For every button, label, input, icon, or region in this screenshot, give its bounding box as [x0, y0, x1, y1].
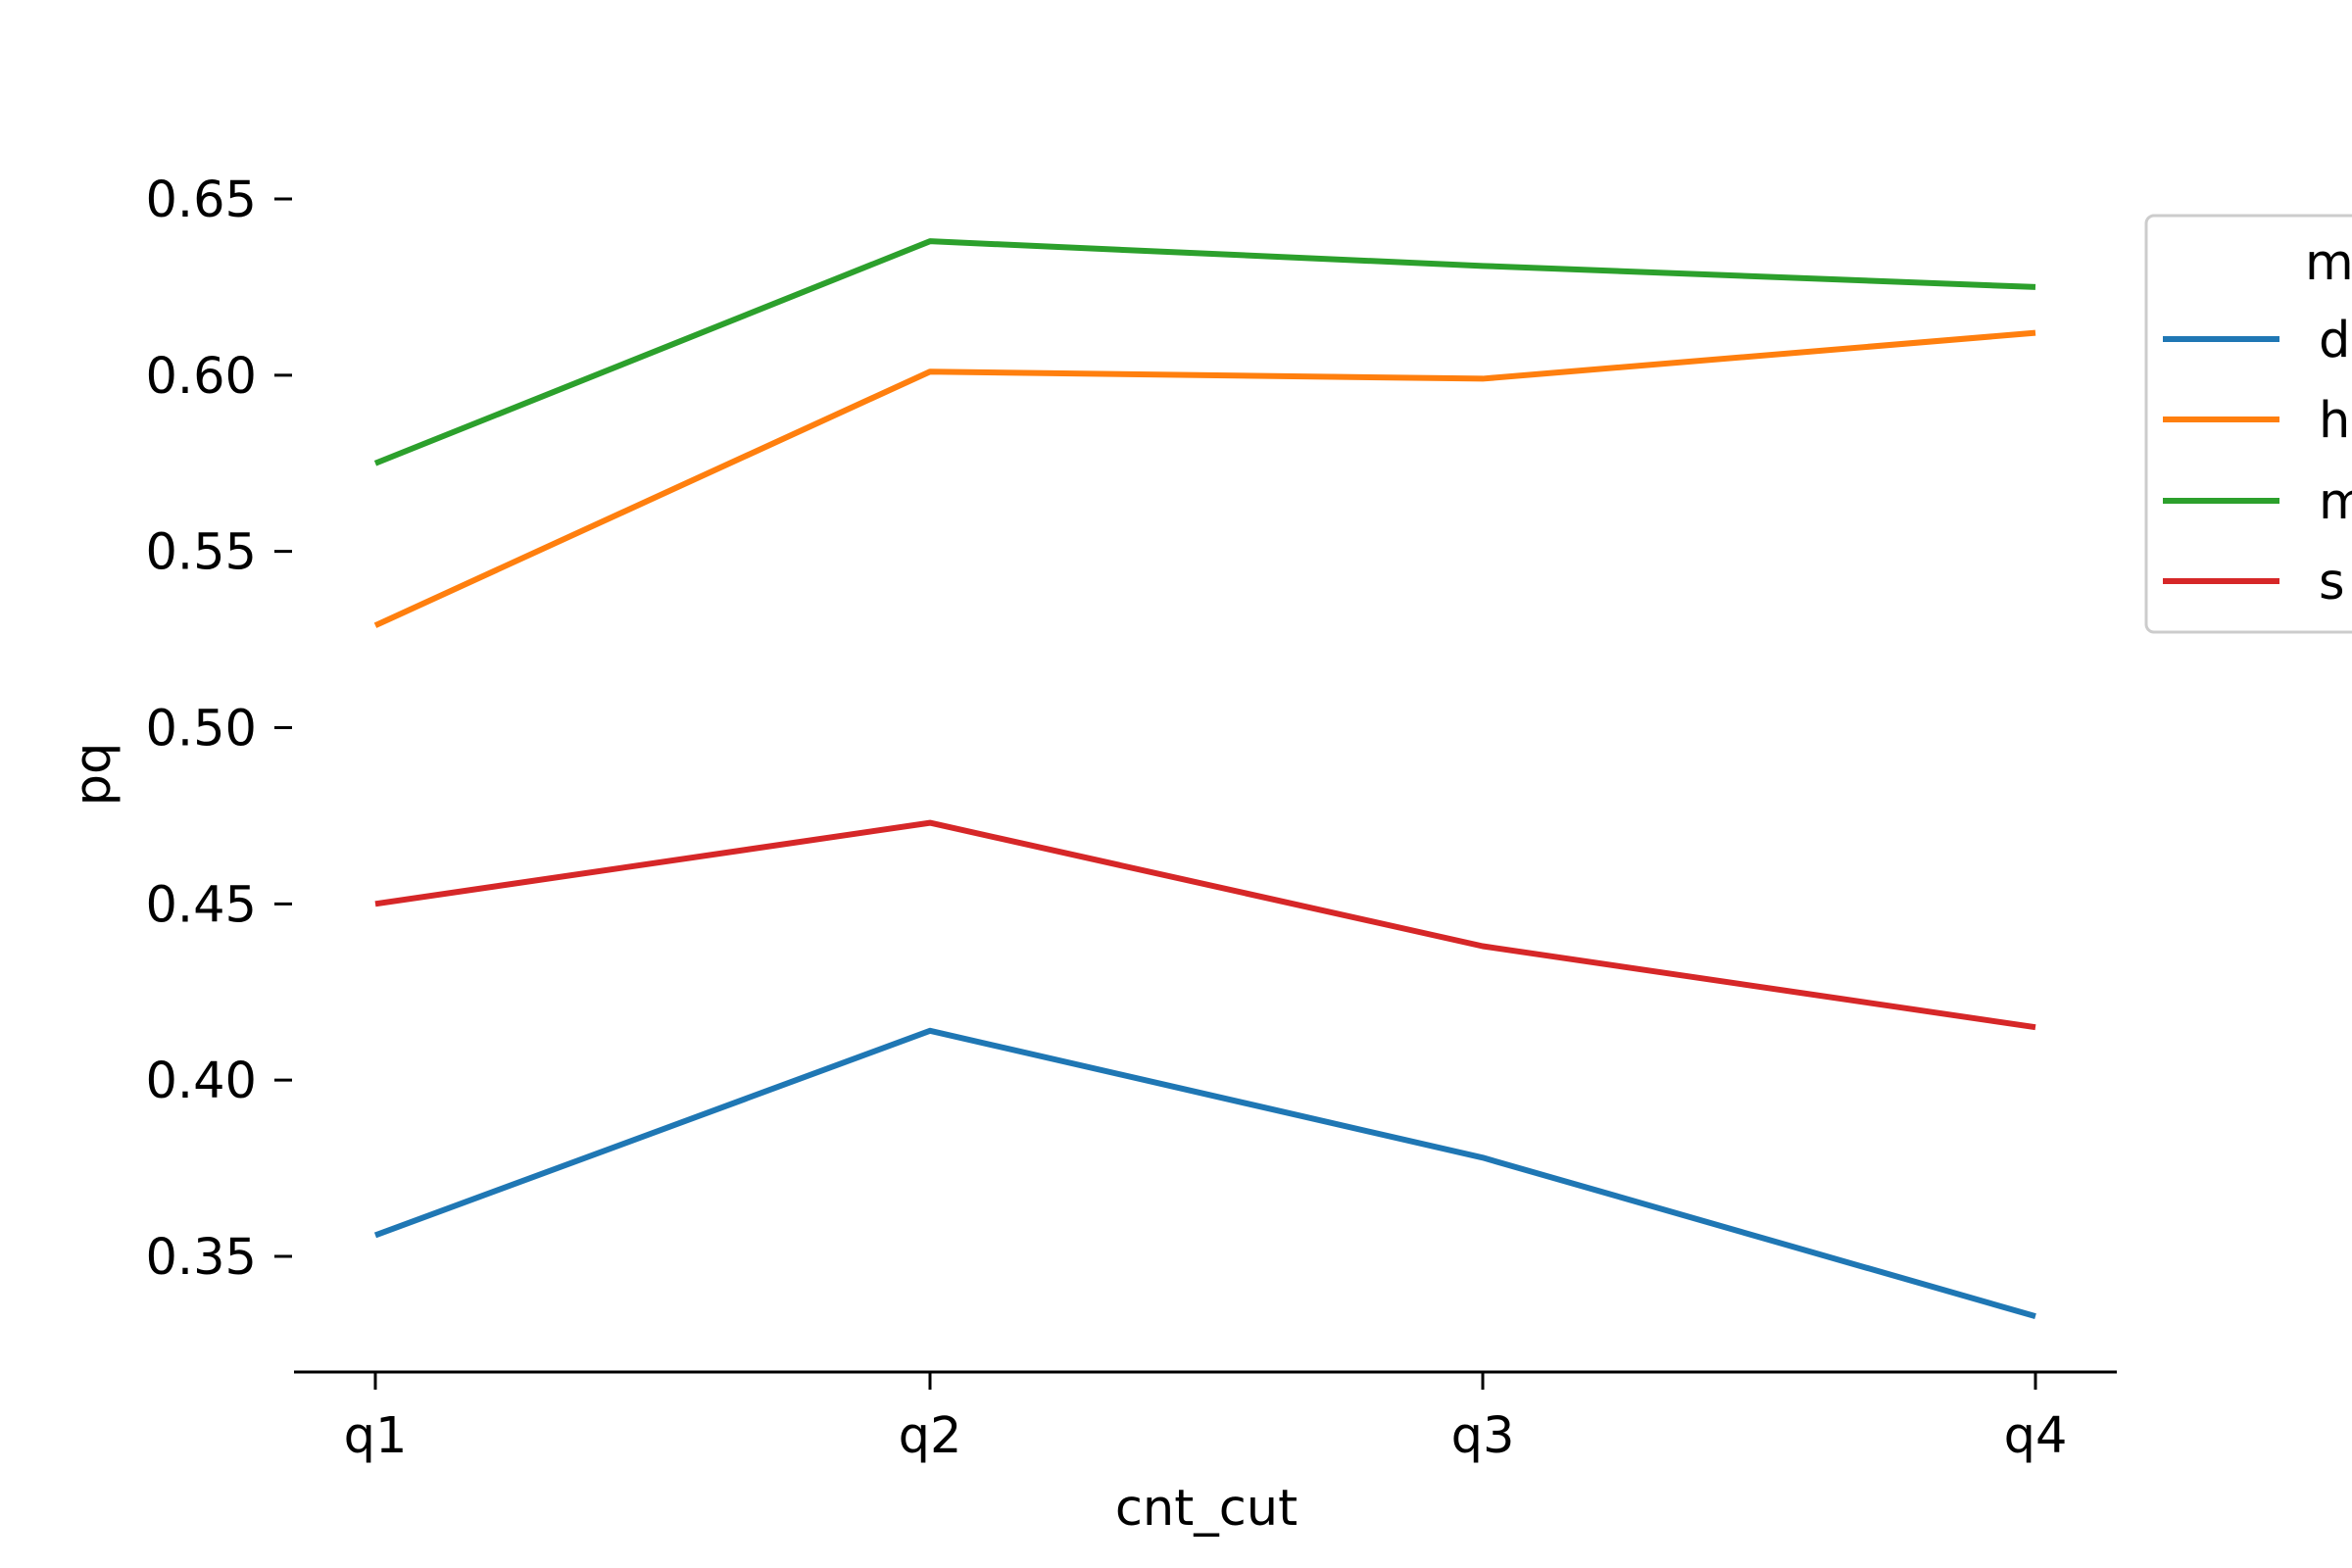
legend-frame	[2144, 214, 2352, 634]
series-line-m	[373, 238, 2036, 466]
y-axis: 0.35 0.40 0.45 0.50 0.55 0.60 0.65	[145, 172, 292, 1287]
x-tick-label: q2	[899, 1407, 962, 1465]
x-axis: q1 q2 q3 q4	[294, 1370, 2117, 1465]
y-tick-label: 0.65	[145, 172, 257, 229]
y-axis-label: pq	[65, 743, 122, 807]
legend-title: m	[2305, 234, 2352, 292]
y-tick-label: 0.55	[145, 524, 257, 582]
series-layer	[373, 238, 2036, 1320]
legend-label-s: s	[2319, 554, 2345, 612]
y-tick-label: 0.35	[145, 1229, 257, 1287]
x-axis-label: cnt_cut	[1115, 1480, 1298, 1538]
y-tick-label: 0.60	[145, 348, 257, 406]
x-tick-label: q1	[344, 1407, 408, 1465]
series-line-s	[374, 819, 2036, 1031]
y-tick-label: 0.40	[145, 1053, 257, 1110]
y-tick-label: 0.50	[145, 701, 257, 759]
legend-label-h: h	[2319, 392, 2350, 450]
x-tick-label: q3	[1451, 1407, 1515, 1465]
legend-label-d: d	[2319, 312, 2350, 369]
legend-label-m: m	[2319, 473, 2352, 531]
series-line-d	[373, 1027, 2036, 1320]
x-tick-label: q4	[2004, 1407, 2068, 1465]
series-line-h	[373, 329, 2036, 628]
y-tick-label: 0.45	[145, 876, 257, 934]
